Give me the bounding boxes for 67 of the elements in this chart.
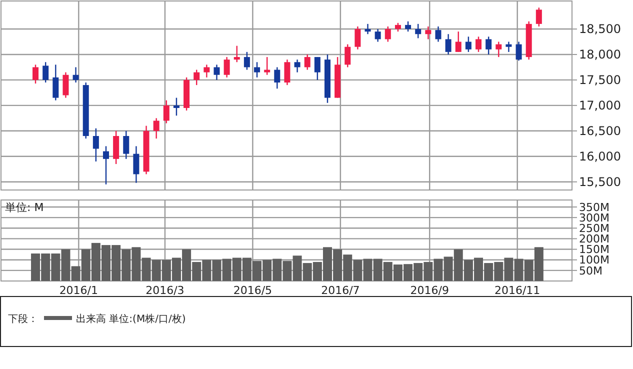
y-tick-label: 15,500 [579, 175, 621, 190]
candlestick [224, 56, 230, 78]
candlestick [204, 64, 210, 78]
candlestick [516, 41, 522, 62]
y-tick-label: 100M [579, 254, 610, 267]
y-tick-label: 300M [579, 211, 610, 224]
candlestick [384, 26, 391, 42]
candlestick [344, 44, 351, 68]
candlestick [32, 64, 39, 84]
candlestick [194, 69, 200, 86]
candlestick [234, 45, 240, 63]
candlestick [354, 26, 361, 50]
candlestick [405, 20, 412, 32]
y-tick-label: 350M [579, 200, 610, 214]
candlestick [364, 23, 371, 35]
candlestick [264, 56, 270, 76]
candlestick [62, 72, 69, 98]
x-tick-label: 2016/7 [321, 284, 360, 297]
y-tick-label: 17,500 [579, 73, 621, 88]
candlestick [455, 30, 462, 53]
candlestick [173, 97, 180, 116]
y-tick-label: 250M [579, 222, 610, 235]
candlestick [536, 7, 542, 28]
candlestick [465, 36, 472, 53]
candlestick [415, 23, 422, 39]
candlestick [123, 130, 130, 160]
x-tick-label: 2016/3 [146, 284, 184, 297]
candlestick [425, 26, 432, 40]
candlestick [304, 54, 310, 70]
candlestick [244, 51, 250, 70]
candlestick [294, 58, 300, 73]
candlestick [445, 34, 452, 56]
y-tick-label: 18,500 [579, 22, 621, 36]
candlestick [133, 146, 140, 184]
candlestick [113, 130, 120, 165]
y-axis-title: 単位: M [5, 201, 44, 214]
candlestick [254, 62, 260, 78]
candlestick [214, 64, 220, 81]
candlestick [314, 56, 320, 81]
candlestick [496, 41, 502, 58]
candlestick [72, 66, 79, 84]
x-tick-label: 2016/5 [233, 284, 272, 297]
x-tick-label: 2016/1 [59, 284, 98, 297]
y-tick-label: 50M [579, 264, 602, 278]
candlestick [102, 146, 109, 185]
legend-label: 出来高 単位:(M株/口/枚) [76, 313, 186, 325]
y-tick-label: 16,000 [579, 150, 621, 164]
candlestick [476, 36, 482, 53]
candlestick [506, 41, 512, 53]
candlestick [92, 128, 99, 162]
candlestick [163, 100, 170, 124]
candlestick [42, 62, 49, 84]
x-tick-label: 2016/9 [410, 284, 449, 297]
candlestick [374, 28, 381, 42]
y-tick-label: 16,500 [579, 124, 621, 138]
legend-title: 下段： [8, 313, 38, 325]
y-tick-label: 150M [579, 243, 610, 256]
candlestick [284, 58, 290, 86]
y-tick-label: 18,000 [579, 48, 621, 62]
candlestick [153, 118, 160, 140]
y-tick-label: 200M [579, 232, 610, 246]
candlestick [274, 66, 280, 90]
candlestick [435, 26, 442, 42]
candlestick [486, 36, 492, 56]
x-tick-label: 2016/11 [494, 284, 540, 297]
y-tick-label: 17,000 [579, 98, 621, 113]
candlestick [52, 64, 59, 101]
